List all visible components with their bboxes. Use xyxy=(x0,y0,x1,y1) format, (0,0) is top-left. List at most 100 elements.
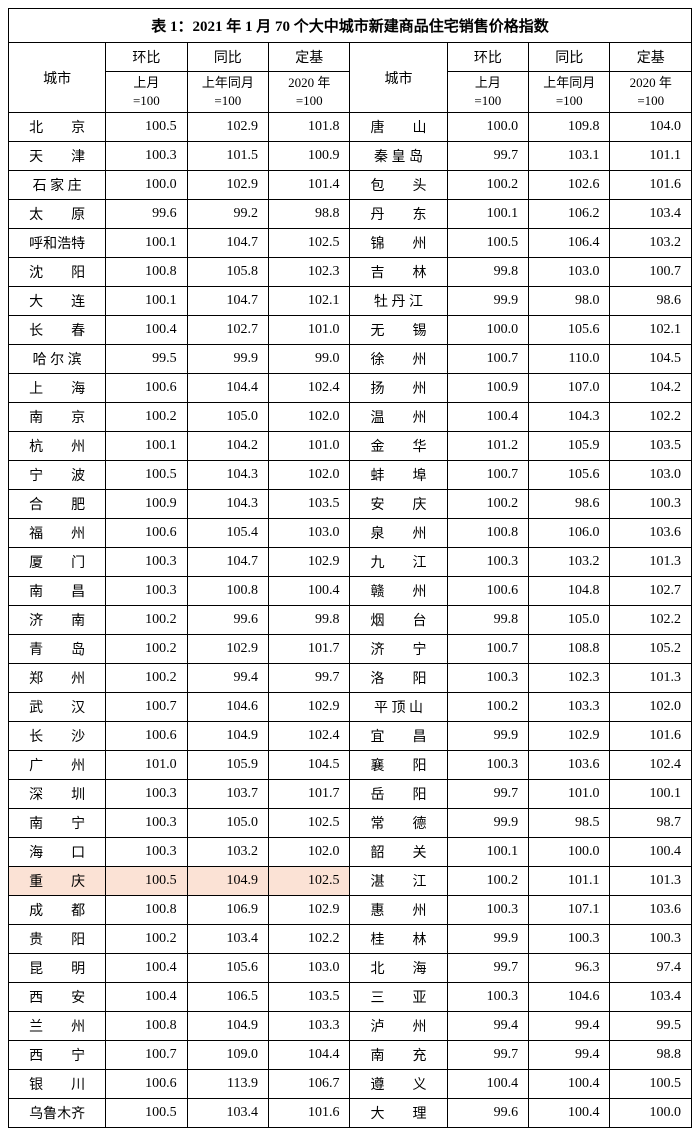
value-cell: 100.5 xyxy=(106,113,187,142)
value-cell: 100.9 xyxy=(447,374,528,403)
value-cell: 101.3 xyxy=(610,548,692,577)
city-cell: 北 京 xyxy=(9,113,106,142)
sub-yoy-left: 上年同月=100 xyxy=(187,72,268,113)
value-cell: 99.5 xyxy=(610,1012,692,1041)
city-cell: 郑 州 xyxy=(9,664,106,693)
table-row: 哈 尔 滨99.599.999.0徐 州100.7110.0104.5 xyxy=(9,345,692,374)
city-cell: 安 庆 xyxy=(350,490,447,519)
city-cell: 杭 州 xyxy=(9,432,106,461)
value-cell: 102.9 xyxy=(269,693,350,722)
value-cell: 104.9 xyxy=(187,867,268,896)
value-cell: 102.2 xyxy=(610,403,692,432)
value-cell: 100.6 xyxy=(447,577,528,606)
city-cell: 合 肥 xyxy=(9,490,106,519)
value-cell: 104.5 xyxy=(610,345,692,374)
value-cell: 101.7 xyxy=(269,780,350,809)
value-cell: 104.7 xyxy=(187,548,268,577)
value-cell: 102.0 xyxy=(269,403,350,432)
city-cell: 九 江 xyxy=(350,548,447,577)
table-row: 济 南100.299.699.8烟 台99.8105.0102.2 xyxy=(9,606,692,635)
table-row: 贵 阳100.2103.4102.2桂 林99.9100.3100.3 xyxy=(9,925,692,954)
col-mom-right: 环比 xyxy=(447,43,528,72)
col-city-left: 城市 xyxy=(9,43,106,113)
value-cell: 106.4 xyxy=(529,229,610,258)
value-cell: 102.4 xyxy=(610,751,692,780)
value-cell: 99.7 xyxy=(447,954,528,983)
city-cell: 西 安 xyxy=(9,983,106,1012)
value-cell: 104.6 xyxy=(187,693,268,722)
city-cell: 锦 州 xyxy=(350,229,447,258)
city-cell: 金 华 xyxy=(350,432,447,461)
value-cell: 102.1 xyxy=(610,316,692,345)
value-cell: 101.0 xyxy=(269,432,350,461)
value-cell: 103.6 xyxy=(610,896,692,925)
table-row: 沈 阳100.8105.8102.3吉 林99.8103.0100.7 xyxy=(9,258,692,287)
value-cell: 99.7 xyxy=(447,142,528,171)
value-cell: 102.4 xyxy=(269,722,350,751)
table-row: 深 圳100.3103.7101.7岳 阳99.7101.0100.1 xyxy=(9,780,692,809)
city-cell: 太 原 xyxy=(9,200,106,229)
table-row: 重 庆100.5104.9102.5湛 江100.2101.1101.3 xyxy=(9,867,692,896)
value-cell: 100.0 xyxy=(447,316,528,345)
value-cell: 100.2 xyxy=(106,925,187,954)
value-cell: 103.0 xyxy=(269,519,350,548)
value-cell: 110.0 xyxy=(529,345,610,374)
table-row: 太 原99.699.298.8丹 东100.1106.2103.4 xyxy=(9,200,692,229)
city-cell: 徐 州 xyxy=(350,345,447,374)
value-cell: 100.2 xyxy=(106,664,187,693)
value-cell: 100.8 xyxy=(447,519,528,548)
value-cell: 106.0 xyxy=(529,519,610,548)
city-cell: 蚌 埠 xyxy=(350,461,447,490)
city-cell: 泉 州 xyxy=(350,519,447,548)
value-cell: 99.5 xyxy=(106,345,187,374)
value-cell: 100.7 xyxy=(106,693,187,722)
city-cell: 济 南 xyxy=(9,606,106,635)
value-cell: 102.5 xyxy=(269,229,350,258)
city-cell: 北 海 xyxy=(350,954,447,983)
value-cell: 99.7 xyxy=(269,664,350,693)
table-row: 南 京100.2105.0102.0温 州100.4104.3102.2 xyxy=(9,403,692,432)
value-cell: 103.4 xyxy=(187,925,268,954)
city-cell: 成 都 xyxy=(9,896,106,925)
value-cell: 99.0 xyxy=(269,345,350,374)
value-cell: 96.3 xyxy=(529,954,610,983)
value-cell: 100.7 xyxy=(610,258,692,287)
value-cell: 104.8 xyxy=(529,577,610,606)
table-row: 昆 明100.4105.6103.0北 海99.796.397.4 xyxy=(9,954,692,983)
value-cell: 100.2 xyxy=(447,171,528,200)
value-cell: 101.1 xyxy=(529,867,610,896)
city-cell: 大 连 xyxy=(9,287,106,316)
table-row: 长 沙100.6104.9102.4宜 昌99.9102.9101.6 xyxy=(9,722,692,751)
value-cell: 99.6 xyxy=(187,606,268,635)
value-cell: 101.6 xyxy=(269,1099,350,1128)
value-cell: 102.2 xyxy=(610,606,692,635)
value-cell: 102.1 xyxy=(269,287,350,316)
city-cell: 广 州 xyxy=(9,751,106,780)
value-cell: 99.2 xyxy=(187,200,268,229)
value-cell: 102.0 xyxy=(610,693,692,722)
city-cell: 赣 州 xyxy=(350,577,447,606)
city-cell: 乌鲁木齐 xyxy=(9,1099,106,1128)
value-cell: 103.5 xyxy=(269,983,350,1012)
value-cell: 102.4 xyxy=(269,374,350,403)
table-row: 上 海100.6104.4102.4扬 州100.9107.0104.2 xyxy=(9,374,692,403)
city-cell: 兰 州 xyxy=(9,1012,106,1041)
value-cell: 102.7 xyxy=(610,577,692,606)
col-yoy-right: 同比 xyxy=(529,43,610,72)
city-cell: 福 州 xyxy=(9,519,106,548)
value-cell: 97.4 xyxy=(610,954,692,983)
city-cell: 重 庆 xyxy=(9,867,106,896)
value-cell: 102.9 xyxy=(187,171,268,200)
table-row: 成 都100.8106.9102.9惠 州100.3107.1103.6 xyxy=(9,896,692,925)
city-cell: 泸 州 xyxy=(350,1012,447,1041)
value-cell: 100.3 xyxy=(106,780,187,809)
value-cell: 101.3 xyxy=(610,867,692,896)
value-cell: 105.0 xyxy=(529,606,610,635)
table-row: 银 川100.6113.9106.7遵 义100.4100.4100.5 xyxy=(9,1070,692,1099)
value-cell: 100.6 xyxy=(106,374,187,403)
value-cell: 100.7 xyxy=(447,635,528,664)
value-cell: 100.7 xyxy=(106,1041,187,1070)
value-cell: 101.2 xyxy=(447,432,528,461)
value-cell: 100.0 xyxy=(529,838,610,867)
value-cell: 102.9 xyxy=(187,113,268,142)
